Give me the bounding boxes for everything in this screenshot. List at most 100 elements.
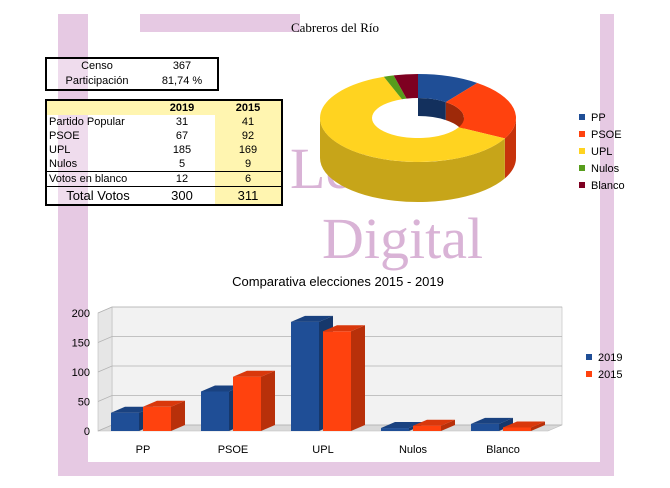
- watermark-bar-bottom: [58, 462, 614, 476]
- x-tick-label: PP: [136, 444, 151, 456]
- doughnut-legend: PP PSOE UPL Nulos Blanco: [579, 112, 625, 192]
- y-tick-label: 50: [78, 397, 90, 409]
- legend-swatch: [586, 354, 592, 360]
- bar-front: [233, 376, 261, 431]
- x-tick-label: Blanco: [486, 444, 520, 456]
- header-2019: 2019: [149, 101, 215, 115]
- bar-chart-title: Comparativa elecciones 2015 - 2019: [232, 274, 444, 289]
- x-tick-label: UPL: [312, 444, 333, 456]
- bar-side: [441, 419, 455, 431]
- bar-upl-2015: [323, 325, 365, 431]
- legend-swatch: [579, 148, 585, 154]
- doughnut-inner-pp: [418, 98, 446, 121]
- census-row: Censo 367: [47, 59, 217, 74]
- votes-2019: 5: [178, 158, 186, 170]
- votes-2015: 169: [215, 143, 281, 157]
- bar-top: [291, 315, 333, 322]
- table-row: Votos en blanco 12 6: [47, 171, 281, 187]
- bar-front: [471, 423, 499, 431]
- bar-side: [171, 400, 185, 431]
- bar-nulos-2015: [413, 419, 455, 431]
- y-tick-label: 150: [72, 338, 90, 350]
- doughnut-side-upl: [320, 118, 505, 203]
- bar-front: [201, 391, 229, 431]
- participation-value: 81,74 %: [161, 75, 203, 87]
- party-name: Partido Popular: [49, 116, 125, 128]
- bar-side: [261, 370, 275, 431]
- gridline: [97, 336, 562, 343]
- bar-top: [111, 406, 153, 413]
- party-name: PSOE: [49, 130, 80, 142]
- legend-swatch: [579, 114, 585, 120]
- total-label: Total Votos: [47, 186, 149, 204]
- total-row: Total Votos 300 311: [47, 186, 281, 204]
- census-box: Censo 367 Participación 81,74 %: [45, 57, 219, 91]
- x-tick-label: Nulos: [399, 444, 428, 456]
- header-party: [47, 101, 149, 115]
- bar-top: [143, 400, 185, 407]
- total-2015: 311: [215, 186, 281, 204]
- doughnut-slice-nulos: [383, 75, 407, 100]
- watermark-bar-top: [140, 14, 300, 32]
- bar-front: [381, 428, 409, 431]
- page-title: Cabreros del Río: [290, 20, 380, 35]
- legend-label: 2015: [598, 369, 622, 381]
- table-row: UPL 185 169: [47, 143, 281, 157]
- legend-swatch: [586, 371, 592, 377]
- legend-label: PSOE: [591, 129, 622, 141]
- legend-swatch: [579, 165, 585, 171]
- bar-blanco-2015: [503, 421, 545, 431]
- bar-top: [381, 422, 423, 429]
- y-tick-label: 200: [72, 308, 90, 320]
- bar-front: [143, 406, 171, 431]
- bar-top: [503, 421, 545, 428]
- doughnut-slice-pp: [418, 74, 478, 103]
- doughnut-slice-upl: [320, 76, 505, 162]
- bar-front: [503, 427, 531, 431]
- legend-label: Nulos: [591, 163, 620, 175]
- gridline: [97, 395, 562, 402]
- party-name: UPL: [49, 144, 71, 156]
- votes-2015: 92: [215, 129, 281, 143]
- table-row: Nulos 5 9: [47, 157, 281, 172]
- bar-chart-legend: 2019 2015: [586, 352, 622, 381]
- participation-label: Participación: [65, 75, 129, 87]
- bar-front: [413, 425, 441, 431]
- gridline: [97, 365, 562, 373]
- total-2019: 300: [149, 186, 215, 204]
- y-tick-label: 100: [72, 367, 90, 379]
- doughnut-inner-psoe: [445, 102, 464, 136]
- legend-swatch: [579, 182, 585, 188]
- bar-front: [111, 412, 139, 431]
- bar-side: [499, 417, 513, 431]
- bar-front: [291, 321, 319, 431]
- bar-side: [531, 421, 545, 431]
- votes-2015: 9: [215, 157, 281, 172]
- bar-top: [201, 385, 243, 392]
- votes-2019: 185: [172, 144, 192, 156]
- participation-row: Participación 81,74 %: [47, 74, 217, 89]
- bar-chart: 0 50 100 150 200 PP PSOE UPL Nulos Blanco: [72, 306, 563, 456]
- bar-top: [323, 325, 365, 332]
- legend-label: 2019: [598, 352, 622, 364]
- bar-top: [413, 419, 455, 426]
- y-tick-label: 0: [84, 426, 90, 438]
- bar-blanco-2019: [471, 417, 513, 431]
- votes-2019: 67: [175, 130, 189, 142]
- gridline: [97, 306, 562, 314]
- header-2015: 2015: [215, 101, 281, 115]
- votes-table-box: 2019 2015 Partido Popular 31 41 PSOE 67 …: [45, 99, 283, 206]
- doughnut-slice-blanco: [393, 74, 418, 99]
- votes-2019: 12: [149, 171, 215, 187]
- votes-table: 2019 2015 Partido Popular 31 41 PSOE 67 …: [47, 101, 281, 204]
- party-name: Nulos: [49, 158, 78, 170]
- doughnut-chart: [320, 74, 516, 203]
- votes-2015: 6: [215, 171, 281, 187]
- census-value: 367: [172, 60, 192, 72]
- legend-label: PP: [591, 112, 606, 124]
- votes-2019: 31: [175, 116, 189, 128]
- bar-side: [351, 325, 365, 431]
- votes-2015: 41: [215, 115, 281, 129]
- votes-table-header: 2019 2015: [47, 101, 281, 115]
